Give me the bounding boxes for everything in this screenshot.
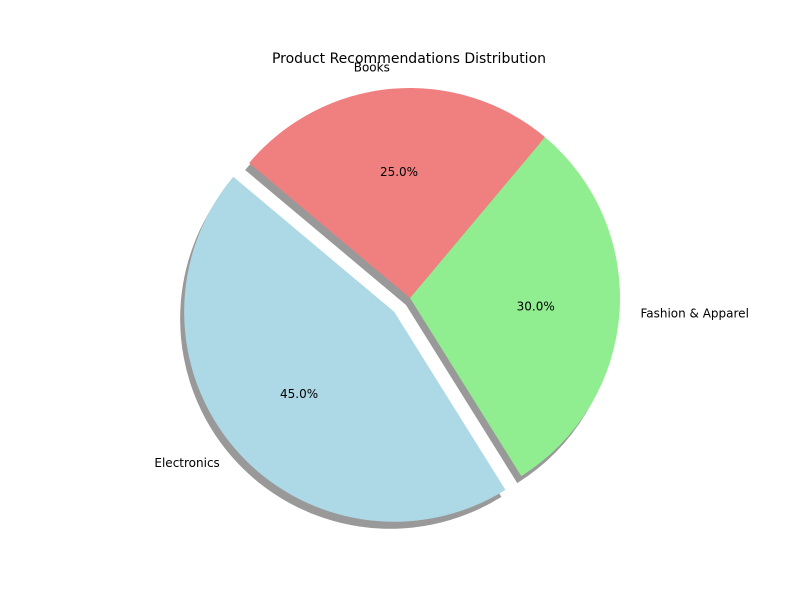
slice-label-books: Books [354, 60, 390, 74]
slice-pct-label-electronics: 45.0% [280, 387, 318, 401]
slice-label-electronics: Electronics [154, 456, 219, 470]
slice-pct-label-books: 25.0% [380, 165, 418, 179]
slice-fashion-and-apparel [410, 137, 621, 477]
label-layer: Electronics 45.0% Fashion & Apparel 30.0% Bo… [154, 60, 749, 469]
slice-books [249, 87, 545, 298]
slice-pct-label-fashion-and-apparel: 30.0% [517, 299, 555, 313]
slice-label-fashion-and-apparel: Fashion & Apparel [640, 307, 748, 321]
chart-title: Product Recommendations Distribution [272, 51, 546, 67]
slice-electronics [184, 176, 506, 522]
slice-layer [184, 87, 621, 522]
